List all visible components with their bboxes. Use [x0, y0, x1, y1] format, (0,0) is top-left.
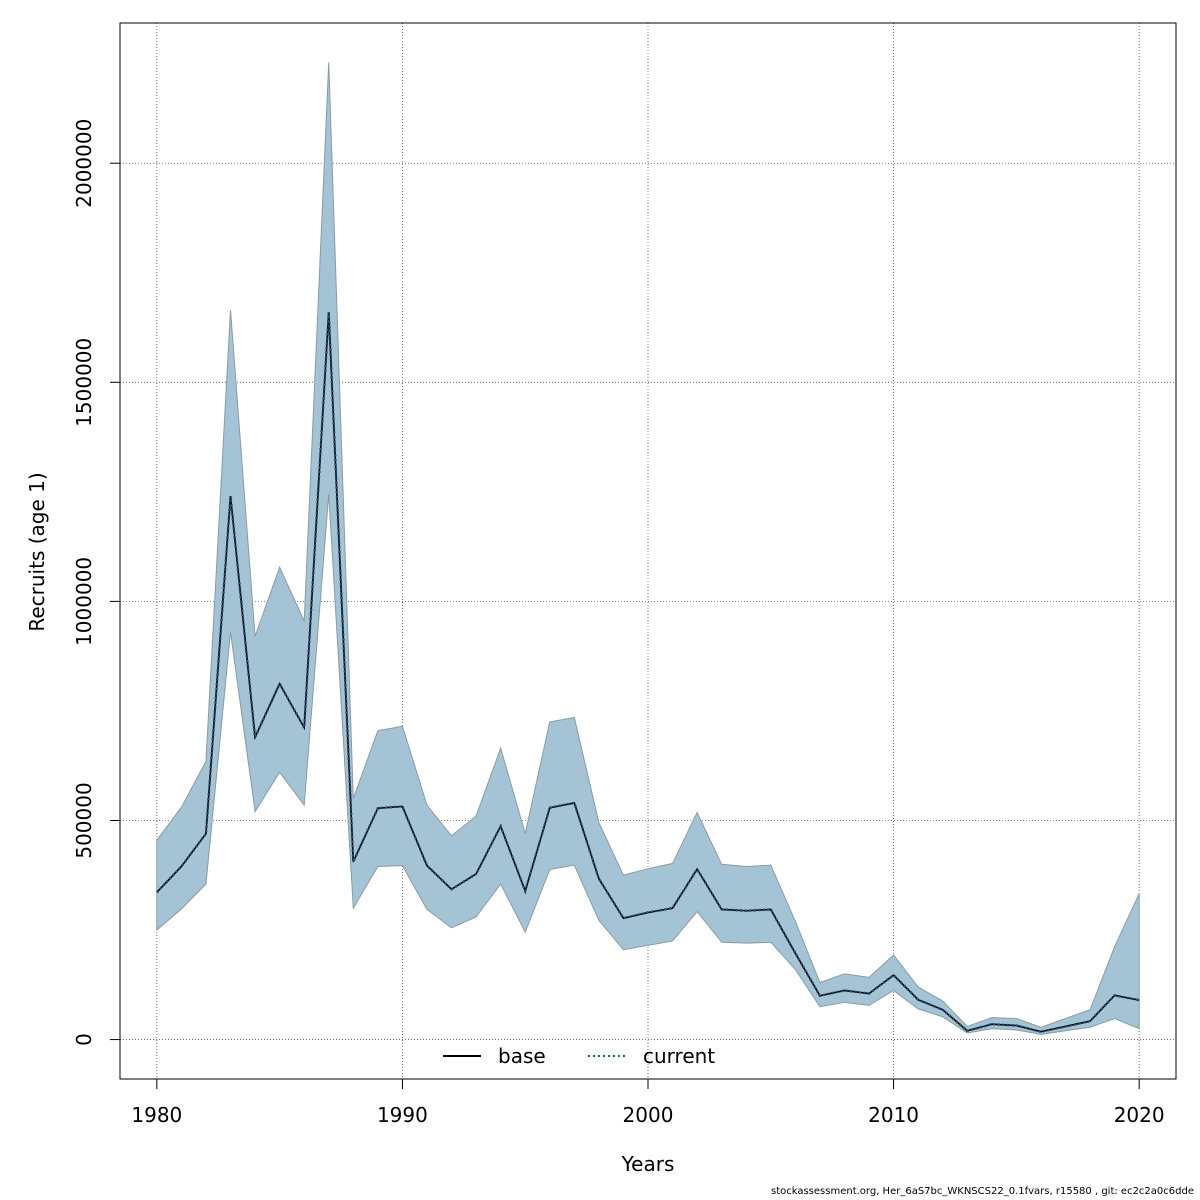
series-layer [156, 312, 1140, 1033]
y-tick-label: 500000 [72, 782, 96, 858]
legend: base current [443, 1044, 715, 1068]
y-tick-label: 0 [72, 1033, 96, 1046]
x-tick-label: 2020 [1114, 1103, 1165, 1127]
x-axis-ticks: 1980 1990 2000 2010 2020 [131, 1079, 1165, 1127]
x-tick-label: 2000 [623, 1103, 674, 1127]
y-tick-label: 1500000 [72, 338, 96, 427]
x-tick-label: 1990 [377, 1103, 428, 1127]
x-tick-label: 1980 [131, 1103, 182, 1127]
x-tick-label: 2010 [868, 1103, 919, 1127]
y-axis-title: Recruits (age 1) [25, 472, 49, 631]
y-axis-ticks: 0 500000 1000000 1500000 2000000 [72, 119, 120, 1046]
legend-base-label: base [498, 1044, 546, 1068]
confidence-band-layer [156, 62, 1140, 1035]
y-tick-label: 1000000 [72, 557, 96, 646]
legend-current-label: current [643, 1044, 715, 1068]
x-axis-title: Years [621, 1152, 675, 1176]
series-line-current [156, 312, 1140, 1033]
confidence-band [156, 62, 1140, 1035]
y-tick-label: 2000000 [72, 119, 96, 208]
footer-note: stockassessment.org, Her_6aS7bc_WKNSCS22… [770, 1186, 1194, 1197]
